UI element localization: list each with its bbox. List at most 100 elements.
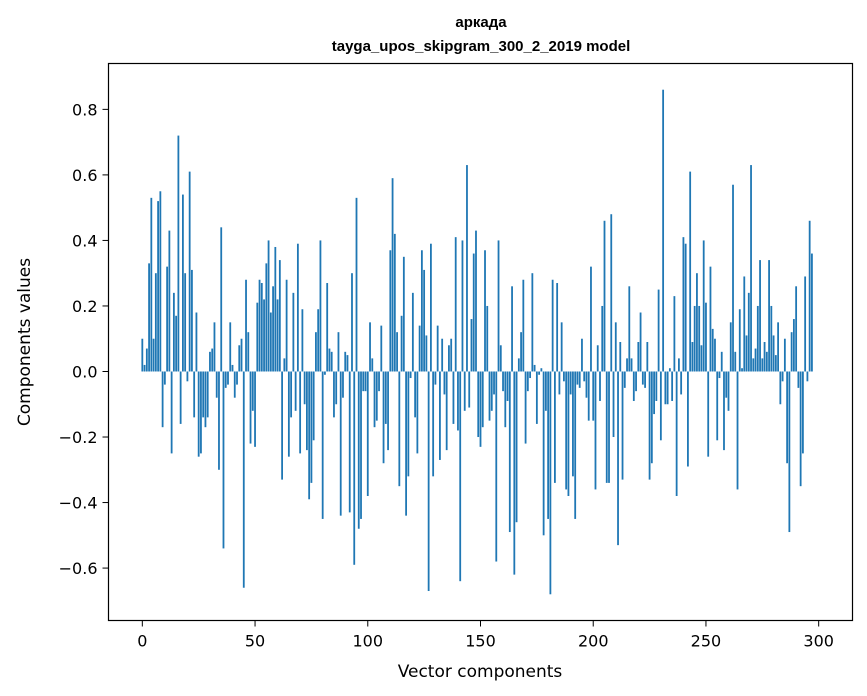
bar-187 (563, 371, 565, 382)
bar-36 (222, 371, 225, 549)
bar-24 (195, 312, 198, 372)
bar-144 (466, 165, 468, 372)
bar-235 (671, 371, 674, 401)
x-tick-label: 250 (691, 632, 722, 651)
bar-234 (668, 368, 671, 372)
bar-158 (497, 240, 500, 372)
bar-176 (538, 371, 541, 375)
bar-125 (423, 269, 426, 372)
bar-80 (321, 371, 324, 519)
bar-43 (238, 345, 241, 372)
bar-54 (263, 299, 265, 372)
bar-90 (344, 351, 347, 372)
bar-277 (765, 351, 768, 372)
bar-281 (774, 355, 777, 372)
bar-247 (698, 305, 701, 372)
bar-72 (303, 371, 306, 405)
bar-68 (294, 371, 297, 411)
bar-21 (188, 171, 191, 372)
bar-262 (732, 184, 734, 372)
bar-165 (513, 371, 516, 575)
bar-286 (786, 371, 789, 464)
bar-47 (247, 332, 250, 372)
bar-200 (592, 371, 595, 421)
bar-253 (711, 328, 714, 372)
bar-105 (378, 371, 380, 392)
bar-29 (206, 371, 209, 418)
bar-227 (653, 371, 655, 415)
bar-291 (797, 371, 800, 388)
bar-170 (524, 371, 527, 444)
bar-232 (664, 371, 667, 405)
bar-5 (152, 338, 155, 372)
bar-209 (612, 371, 615, 438)
bar-257 (720, 351, 723, 372)
bar-50 (254, 371, 256, 447)
bar-290 (795, 286, 798, 372)
bar-15 (175, 315, 178, 372)
bar-178 (542, 371, 545, 536)
bar-207 (608, 371, 610, 483)
bar-249 (702, 240, 705, 372)
bar-127 (427, 371, 430, 592)
bar-266 (741, 368, 743, 372)
bar-100 (366, 371, 369, 496)
bar-206 (605, 371, 608, 483)
bar-137 (450, 338, 453, 372)
y-tick-label: 0.4 (72, 231, 97, 250)
bar-7 (157, 201, 159, 372)
bar-112 (393, 233, 396, 372)
bar-221 (639, 312, 642, 372)
bar-60 (276, 299, 279, 372)
bar-230 (659, 371, 662, 441)
bar-195 (581, 338, 583, 372)
bar-161 (504, 371, 507, 428)
y-tick-label: 0.8 (72, 100, 97, 119)
bar-219 (635, 371, 637, 392)
bar-287 (788, 371, 791, 533)
bar-293 (802, 371, 804, 454)
bar-258 (723, 371, 725, 451)
bar-33 (215, 371, 218, 398)
bar-152 (484, 250, 486, 372)
bar-193 (576, 371, 579, 385)
bar-172 (529, 371, 531, 379)
bar-71 (301, 309, 304, 372)
bar-224 (646, 342, 649, 372)
y-tick-label: −0.4 (59, 494, 98, 513)
bar-155 (490, 371, 493, 411)
bar-223 (644, 371, 646, 388)
bar-169 (522, 279, 525, 372)
bar-115 (400, 315, 403, 372)
bar-252 (709, 266, 712, 372)
bar-40 (231, 364, 234, 372)
bar-255 (716, 371, 719, 441)
chart-title: аркада (455, 14, 507, 31)
bar-289 (792, 319, 795, 372)
bar-163 (508, 371, 511, 533)
bar-201 (594, 371, 597, 490)
x-tick-label: 50 (245, 632, 265, 651)
bar-236 (673, 296, 676, 372)
bar-272 (754, 348, 757, 372)
bar-126 (425, 335, 428, 372)
bar-6 (154, 273, 157, 372)
bar-139 (454, 237, 457, 372)
bar-61 (278, 260, 281, 372)
bar-213 (621, 371, 624, 480)
bar-226 (650, 371, 653, 464)
bar-74 (308, 371, 311, 500)
bar-32 (213, 322, 216, 372)
bar-34 (218, 371, 220, 470)
bar-186 (560, 322, 563, 372)
bar-44 (240, 338, 243, 372)
bar-75 (310, 371, 313, 483)
bar-86 (335, 371, 338, 405)
bar-190 (569, 371, 572, 395)
bar-64 (285, 279, 288, 372)
bar-242 (687, 371, 689, 467)
bar-174 (533, 364, 536, 372)
bar-211 (617, 371, 619, 546)
bar-128 (430, 243, 432, 372)
